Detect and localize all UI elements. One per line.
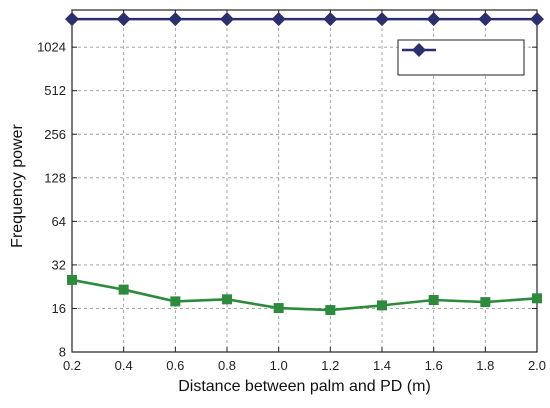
series-1-point xyxy=(220,12,234,27)
series-1-point xyxy=(271,12,286,27)
series-2-point xyxy=(170,296,181,307)
y-tick-label: 256 xyxy=(44,127,66,142)
series-2-line xyxy=(71,278,538,312)
y-tick-label: 64 xyxy=(52,214,66,229)
x-tick-label: 0.8 xyxy=(218,358,236,373)
series-2-point xyxy=(377,300,387,311)
series-2-point xyxy=(273,303,284,314)
x-tick-label: 0.2 xyxy=(63,358,81,373)
x-tick-label: 2.0 xyxy=(528,358,546,373)
x-tick-label: 1.0 xyxy=(270,358,288,373)
y-axis-title: Frequency power xyxy=(9,124,26,248)
y-tick-label: 32 xyxy=(52,257,66,272)
series-1-point xyxy=(478,12,493,27)
y-tick-label: 512 xyxy=(44,83,66,98)
series-layer xyxy=(65,12,544,316)
x-tick-label: 0.6 xyxy=(166,358,184,373)
x-tick-label: 1.4 xyxy=(373,358,391,373)
series-1-point xyxy=(375,12,389,27)
series-2-point xyxy=(222,294,232,305)
x-tick-label: 1.2 xyxy=(321,358,339,373)
legend xyxy=(397,39,525,76)
y-tick-label: 1024 xyxy=(37,40,66,55)
series-1-point xyxy=(323,12,338,27)
legend-marker-series-1 xyxy=(412,43,426,57)
series-1-point xyxy=(530,12,544,27)
y-tick-label: 16 xyxy=(52,301,66,316)
x-tick-label: 1.6 xyxy=(425,358,443,373)
series-1-point xyxy=(426,12,441,27)
series-1-point xyxy=(168,12,183,27)
series-2-point xyxy=(532,293,542,304)
series-2-point xyxy=(67,274,77,285)
series-2-point xyxy=(428,295,439,306)
series-2-point xyxy=(480,297,491,308)
series-1-point xyxy=(65,12,79,27)
plot-frame xyxy=(71,9,538,353)
x-axis-title: Distance between palm and PD (m) xyxy=(178,378,431,395)
ticks-layer: 0.2 0.4 0.6 0.8 1.0 1.2 1.4 1.6 1.8 2.0 8 16 32 64 128… xyxy=(37,10,546,373)
x-tick-label: 0.4 xyxy=(115,358,133,373)
series-1-point xyxy=(116,12,131,27)
y-tick-label: 8 xyxy=(59,345,66,360)
x-tick-label: 1.8 xyxy=(476,358,494,373)
series-2-point xyxy=(118,284,129,295)
series-2-point xyxy=(325,305,336,316)
y-tick-label: 128 xyxy=(44,170,66,185)
